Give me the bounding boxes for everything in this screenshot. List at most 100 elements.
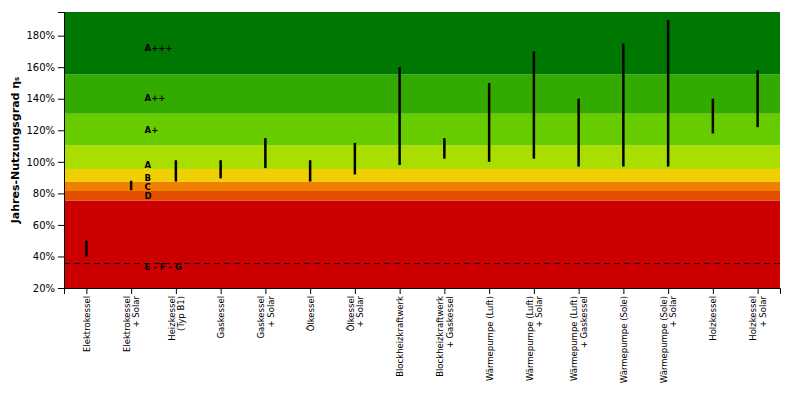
x-tick-mark [310, 288, 311, 294]
y-tick: 120% [26, 125, 64, 136]
y-tick-label: 60% [33, 220, 55, 231]
y-tick-mark [58, 67, 64, 68]
range-bar [219, 160, 222, 178]
y-tick-mark [58, 130, 64, 131]
marks [64, 12, 780, 288]
y-tick-label: 140% [26, 93, 55, 104]
y-tick-mark [58, 256, 64, 257]
x-tick-label-line: Ölkessel [306, 296, 316, 331]
x-tick-label-line: + Solar [758, 296, 768, 328]
x-tick-label: Blockheizkraftwerk [395, 296, 405, 377]
y-tick-mark [58, 36, 64, 37]
x-tick: Holzkessel+ Solar [748, 288, 767, 341]
y-tick: 160% [26, 62, 64, 73]
x-tick: Ölkessel+ Solar [346, 288, 365, 331]
x-tick-label-line: + Solar [668, 296, 678, 328]
background-band [64, 114, 780, 146]
y-tick-mark [58, 225, 64, 226]
x-tick: Elektrokessel [82, 288, 92, 352]
chart: 20% 40% 60% 80% 100% 120% 140% 160% 180% Elektrok… [0, 0, 800, 400]
x-tick-label: Wärmepumpe (Sole)+ Solar [659, 296, 678, 384]
x-tick-label: Ölkessel+ Solar [346, 296, 365, 332]
x-tick: Heizkessel(Typ B1) [167, 288, 186, 341]
x-tick-label: Ölkessel [306, 296, 316, 331]
y-tick-label: 120% [26, 125, 55, 136]
x-tick-label-line: Gaskessel [216, 296, 226, 339]
y-tick: 40% [33, 251, 64, 262]
range-bar [130, 181, 133, 190]
plot-area: 20% 40% 60% 80% 100% 120% 140% 160% 180% Elektrok… [26, 12, 780, 383]
x-tick: Wärmepumpe (Luft)+ Solar [525, 288, 544, 381]
x-tick-label: Wärmepumpe (Sole) [619, 296, 629, 383]
range-bar [667, 20, 670, 167]
x-tick-mark [176, 288, 177, 294]
x-tick: Holzkessel [708, 288, 718, 341]
y-tick-label: 180% [26, 30, 55, 41]
x-tick-mark [131, 288, 132, 294]
x-tick-label: Gaskessel+ Solar [256, 296, 275, 339]
x-tick-label: Elektrokessel+ Solar [122, 296, 141, 353]
y-tick: 80% [33, 188, 64, 199]
x-tick-label: Wärmepumpe (Luft)+ Solar [525, 296, 544, 382]
x-tick: Blockheizkraftwerk [395, 288, 405, 377]
class-label: A++ [145, 93, 166, 103]
y-tick: 100% [26, 157, 64, 168]
x-tick: Elektrokessel+ Solar [122, 288, 141, 352]
x-tick: Wärmepumpe (Sole)+ Solar [659, 288, 678, 383]
x-tick-mark [713, 288, 714, 294]
y-tick: 180% [26, 30, 64, 41]
x-tick-label-line: + Gaskessel [579, 296, 589, 348]
x-tick: Ölkessel [306, 288, 316, 331]
x-tick-label-line: + Solar [131, 296, 141, 328]
y-tick-mark [58, 288, 64, 289]
x-tick-label-line: Blockheizkraftwerk [395, 296, 405, 377]
y-tick-label: 80% [33, 188, 55, 199]
background-band [64, 200, 780, 288]
background-band [64, 74, 780, 113]
x-tick-label: Blockheizkraftwerk+ Gaskessel [435, 296, 454, 377]
y-tick: 20% [33, 283, 64, 294]
background-band [64, 12, 780, 74]
range-bar [309, 160, 312, 181]
range-bar [622, 44, 625, 167]
x-tick-label-line: Wärmepumpe (Luft) [485, 296, 495, 381]
y-tick: 140% [26, 93, 64, 104]
x-tick-label-line: Wärmepumpe (Sole) [619, 296, 629, 383]
x-tick: Blockheizkraftwerk+ Gaskessel [435, 288, 454, 377]
x-tick-label: Holzkessel [708, 296, 718, 341]
x-tick-mark [623, 288, 624, 294]
x-tick-label-line: + Solar [534, 296, 544, 328]
background-band [64, 145, 780, 169]
x-tick: Gaskessel [216, 288, 226, 339]
x-tick-mark [221, 288, 222, 294]
range-bar [712, 99, 715, 134]
x-tick-label: Holzkessel+ Solar [748, 296, 767, 341]
x-tick-label-line: + Solar [355, 296, 365, 328]
class-label: A [145, 160, 152, 170]
range-bar [354, 143, 357, 175]
range-bar [533, 51, 536, 158]
x-tick-label-line: Elektrokessel [82, 296, 92, 352]
y-tick-label: 100% [26, 157, 55, 168]
range-bar [488, 83, 491, 162]
x-tick: Wärmepumpe (Luft) [485, 288, 495, 381]
y-tick-label: 40% [33, 251, 55, 262]
x-tick-label: Wärmepumpe (Luft)+ Gaskessel [569, 296, 588, 381]
x-tick-mark [534, 288, 535, 294]
background-band [64, 182, 780, 191]
x-tick: Gaskessel+ Solar [256, 288, 275, 339]
x-tick-mark [758, 288, 759, 294]
x-tick-mark [265, 288, 266, 294]
x-tick-label-line: (Typ B1) [176, 296, 186, 331]
y-axis-line [58, 13, 65, 289]
x-tick: Wärmepumpe (Sole) [619, 288, 629, 383]
range-bar [398, 67, 401, 165]
y-axis-title: Jahres-Nutzungsgrad ηₛ [9, 77, 22, 225]
x-axis-line [65, 289, 781, 295]
x-tick-mark [489, 288, 490, 294]
range-bar [756, 70, 759, 127]
y-axis: 20% 40% 60% 80% 100% 120% 140% 160% 180% [26, 13, 64, 294]
x-tick-mark [400, 288, 401, 294]
annotations: A+++A++A+ABCDE - F - G [145, 43, 183, 272]
range-bar [577, 99, 580, 167]
